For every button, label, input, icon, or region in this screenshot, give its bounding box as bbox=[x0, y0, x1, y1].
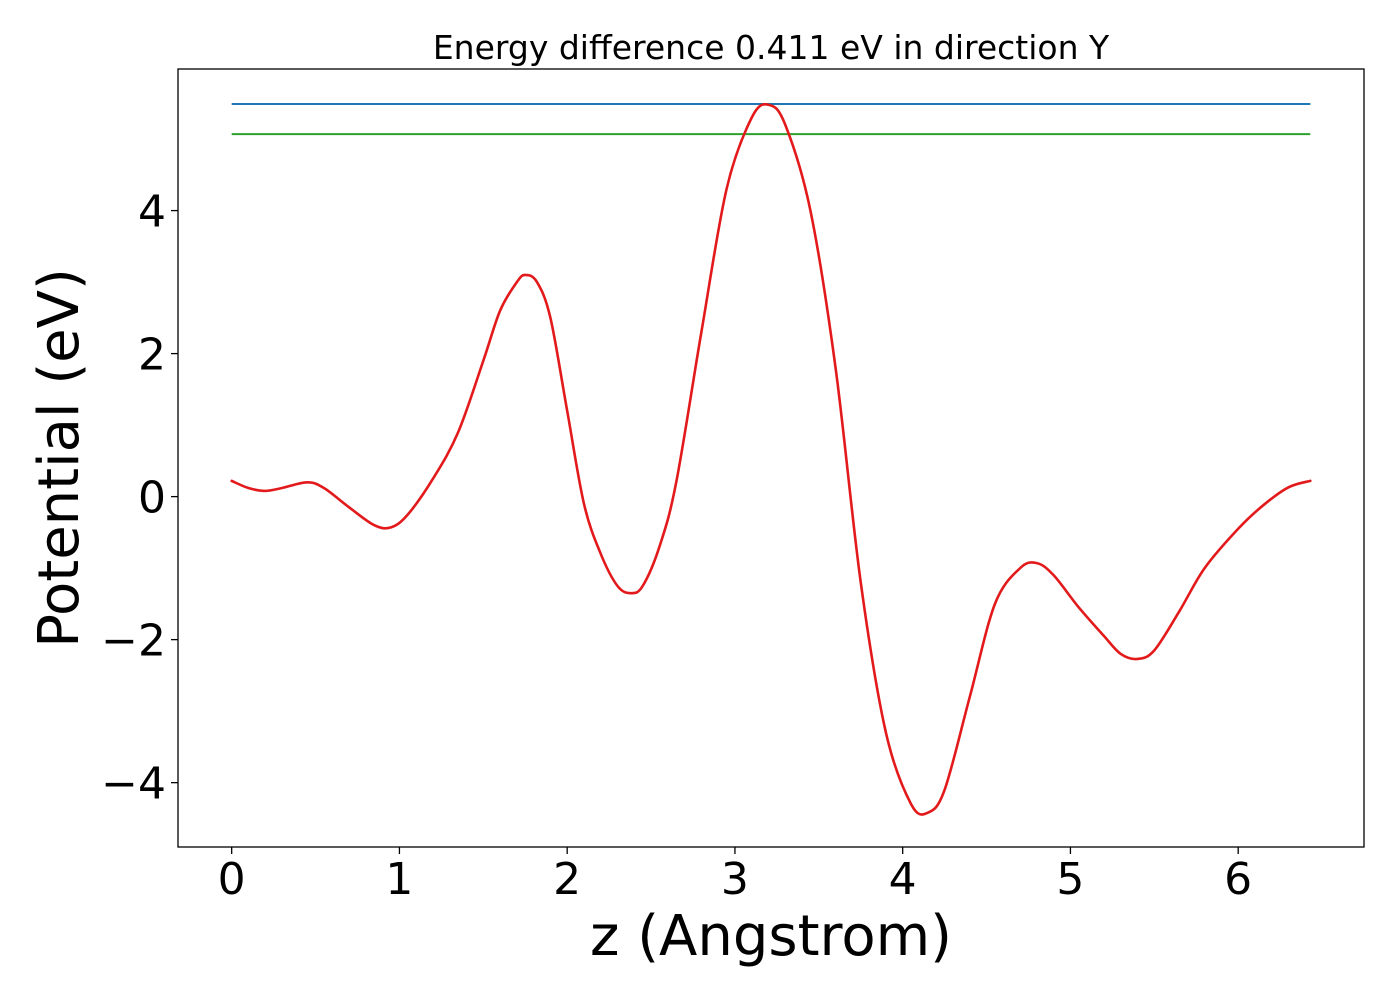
x-tick-label: 4 bbox=[889, 854, 917, 905]
y-axis-ticks: −4 −2 0 2 4 bbox=[101, 187, 178, 810]
x-axis-ticks: 0 1 2 3 4 5 6 bbox=[218, 847, 1252, 905]
y-tick-label: 2 bbox=[138, 330, 166, 381]
x-tick-label: 6 bbox=[1224, 854, 1252, 905]
x-tick-label: 2 bbox=[553, 854, 581, 905]
y-tick-label: −4 bbox=[101, 759, 166, 810]
potential-curve bbox=[230, 102, 1312, 816]
plot-series bbox=[230, 102, 1312, 816]
x-tick-label: 5 bbox=[1056, 854, 1084, 905]
x-axis-label: z (Angstrom) bbox=[590, 904, 952, 969]
x-tick-label: 3 bbox=[721, 854, 749, 905]
x-tick-label: 0 bbox=[218, 854, 246, 905]
y-tick-label: 0 bbox=[138, 473, 166, 524]
plot-area-frame bbox=[177, 68, 1365, 848]
y-tick-label: 4 bbox=[138, 187, 166, 238]
chart-title: Energy difference 0.411 eV in direction … bbox=[433, 28, 1110, 67]
y-axis-label: Potential (eV) bbox=[27, 268, 92, 648]
y-tick-label: −2 bbox=[101, 616, 166, 667]
x-tick-label: 1 bbox=[385, 854, 413, 905]
